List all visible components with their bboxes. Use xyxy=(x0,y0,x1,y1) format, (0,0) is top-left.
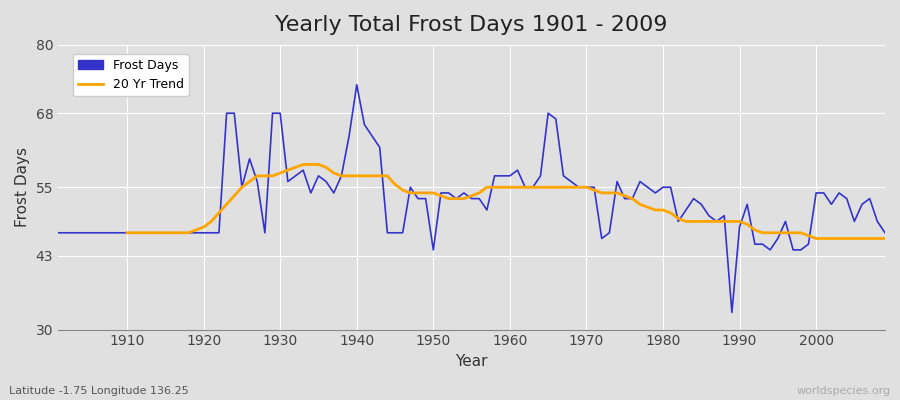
Text: worldspecies.org: worldspecies.org xyxy=(796,386,891,396)
Y-axis label: Frost Days: Frost Days xyxy=(15,147,30,227)
Text: Latitude -1.75 Longitude 136.25: Latitude -1.75 Longitude 136.25 xyxy=(9,386,189,396)
Legend: Frost Days, 20 Yr Trend: Frost Days, 20 Yr Trend xyxy=(73,54,189,96)
X-axis label: Year: Year xyxy=(455,354,488,369)
Title: Yearly Total Frost Days 1901 - 2009: Yearly Total Frost Days 1901 - 2009 xyxy=(275,15,668,35)
